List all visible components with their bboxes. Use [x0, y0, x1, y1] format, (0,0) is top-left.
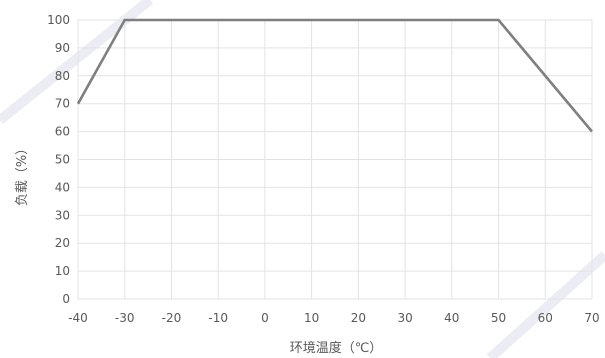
watermark-stroke	[486, 251, 605, 358]
y-tick-label: 90	[55, 41, 70, 55]
y-tick-label: 40	[55, 180, 70, 194]
y-axis-title: 负载（%）	[15, 142, 30, 206]
y-tick-label: 100	[47, 13, 70, 27]
y-tick-label: 30	[55, 208, 70, 222]
load-curve-line	[76, 18, 593, 133]
x-tick-label: 30	[397, 311, 412, 325]
y-tick-label: 80	[55, 69, 70, 83]
y-axis-ticks: 0 10 20 30 40 50 60 70 80 90 100	[47, 13, 70, 306]
x-tick-label: 50	[491, 311, 506, 325]
x-axis-title: 环境温度（℃）	[290, 340, 383, 356]
series-layer	[76, 18, 593, 133]
y-tick-label: 60	[55, 125, 70, 139]
x-tick-label: 20	[351, 311, 366, 325]
x-tick-label: 40	[444, 311, 459, 325]
y-tick-label: 10	[55, 264, 70, 278]
x-axis-ticks: -40 -30 -20 -10 0 10 20 30 40 50 60 70	[68, 311, 599, 325]
x-tick-label: 70	[584, 311, 599, 325]
x-tick-label: -30	[115, 311, 135, 325]
x-tick-label: -10	[208, 311, 228, 325]
grid	[77, 19, 593, 300]
y-tick-label: 50	[55, 153, 70, 167]
y-tick-label: 70	[55, 97, 70, 111]
x-tick-label: 60	[538, 311, 553, 325]
x-tick-label: -40	[68, 311, 88, 325]
x-tick-label: 10	[304, 311, 319, 325]
y-tick-label: 0	[62, 292, 70, 306]
watermark-stroke	[0, 0, 154, 124]
x-tick-label: -20	[162, 311, 182, 325]
x-tick-label: 0	[261, 311, 269, 325]
y-tick-label: 20	[55, 236, 70, 250]
